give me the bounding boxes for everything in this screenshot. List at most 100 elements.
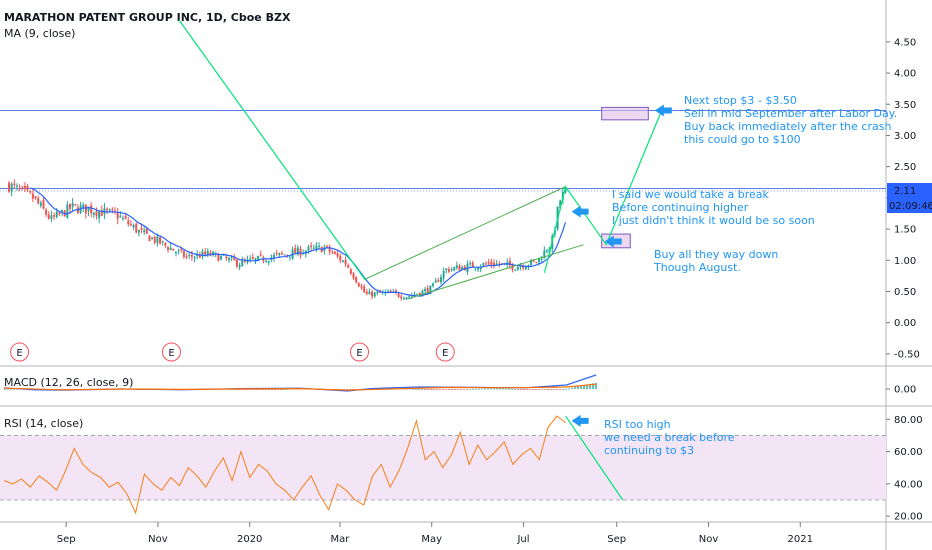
rsi-line (3, 415, 566, 515)
macd-histogram-bar (556, 389, 558, 390)
earnings-marker-label: E (16, 348, 22, 359)
macd-histogram-bar (541, 389, 543, 390)
candle-body (39, 202, 42, 206)
macd-histogram-bar (346, 389, 348, 390)
candle-body (37, 198, 40, 204)
candle (514, 269, 517, 272)
candle-body (273, 254, 276, 258)
candle (453, 266, 456, 272)
candle-body (463, 266, 466, 271)
candle (506, 258, 509, 268)
macd-histogram-bar (499, 388, 501, 390)
candle-body (474, 268, 477, 270)
candle-body (469, 263, 472, 265)
candle (90, 202, 93, 218)
candle (156, 233, 159, 247)
candle (344, 256, 347, 267)
candle-body (477, 268, 480, 270)
candle (349, 267, 352, 276)
candle-body (278, 252, 281, 256)
candle (323, 244, 326, 255)
projection-path (543, 113, 661, 273)
candle-body (156, 236, 159, 244)
candle-body (233, 256, 236, 261)
candle-body (148, 235, 151, 242)
ma-line (30, 187, 567, 297)
macd-histogram-bar (259, 389, 261, 390)
candle (447, 266, 450, 274)
candle (373, 291, 376, 298)
candle-body (193, 257, 196, 259)
candle-body (8, 182, 11, 192)
candle-body (132, 224, 135, 228)
candle-body (347, 265, 350, 268)
candle-body (424, 288, 427, 292)
candle (8, 180, 11, 194)
candle-body (299, 248, 302, 256)
candle-body (217, 254, 220, 262)
candle-body (368, 291, 371, 295)
candle-body (527, 265, 530, 267)
annotation-break-line: I just didn't think it would be so soon (612, 214, 815, 227)
y-tick-label: 4.50 (894, 37, 916, 48)
candle-body (135, 223, 138, 233)
candle-body (482, 263, 485, 266)
candle-body (492, 262, 495, 266)
candle-body (408, 296, 411, 298)
macd-histogram-bar (577, 386, 579, 389)
macd-histogram-bar (571, 387, 573, 389)
candle (249, 255, 252, 263)
candle (87, 207, 90, 217)
candle-body (312, 247, 315, 249)
macd-histogram-bar (466, 389, 468, 390)
candle (159, 236, 162, 245)
candle (106, 207, 109, 215)
y-tick-label: 3.50 (894, 100, 916, 111)
candle-body (55, 211, 58, 218)
candle-body (172, 248, 175, 251)
candle (29, 190, 32, 195)
macd-histogram-bar (274, 389, 276, 390)
candle-body (559, 200, 562, 209)
macd-histogram-bar (412, 388, 414, 390)
macd-histogram-bar (442, 389, 444, 390)
macd-histogram-bar (454, 389, 456, 390)
candle-body (495, 263, 498, 266)
candle (463, 264, 466, 271)
macd-y-tick-label: 0.00 (894, 385, 916, 396)
macd-histogram-bar (589, 383, 591, 389)
candle (26, 183, 29, 193)
candle (262, 255, 265, 264)
candle-body (437, 280, 440, 282)
candle (50, 210, 53, 223)
candle-body (516, 266, 519, 271)
candle-body (90, 205, 93, 214)
candle-body (535, 261, 538, 263)
candle-body (34, 196, 37, 199)
candle-body (21, 186, 24, 188)
macd-histogram-bar (583, 385, 585, 389)
candle (347, 263, 350, 269)
candle-body (254, 258, 257, 261)
candle (535, 261, 538, 264)
x-tick-label: 2021 (788, 534, 813, 545)
candle-body (98, 211, 101, 219)
rsi-y-tick-label: 40.00 (894, 479, 923, 490)
candle (386, 289, 389, 292)
candle-body (42, 200, 45, 209)
candle (265, 259, 268, 263)
earnings-marker (350, 342, 370, 362)
macd-histogram-bar (271, 389, 273, 390)
candle-body (92, 212, 95, 215)
macd-histogram-bar (532, 389, 534, 390)
candle-body (31, 193, 34, 199)
candle-body (405, 297, 408, 299)
candle (238, 262, 241, 270)
earnings-marker (10, 342, 30, 362)
macd-histogram-bar (436, 389, 438, 390)
macd-histogram-bar (592, 383, 594, 389)
x-tick-label: Nov (699, 534, 719, 545)
candle (121, 215, 124, 222)
candle-body (100, 210, 103, 216)
